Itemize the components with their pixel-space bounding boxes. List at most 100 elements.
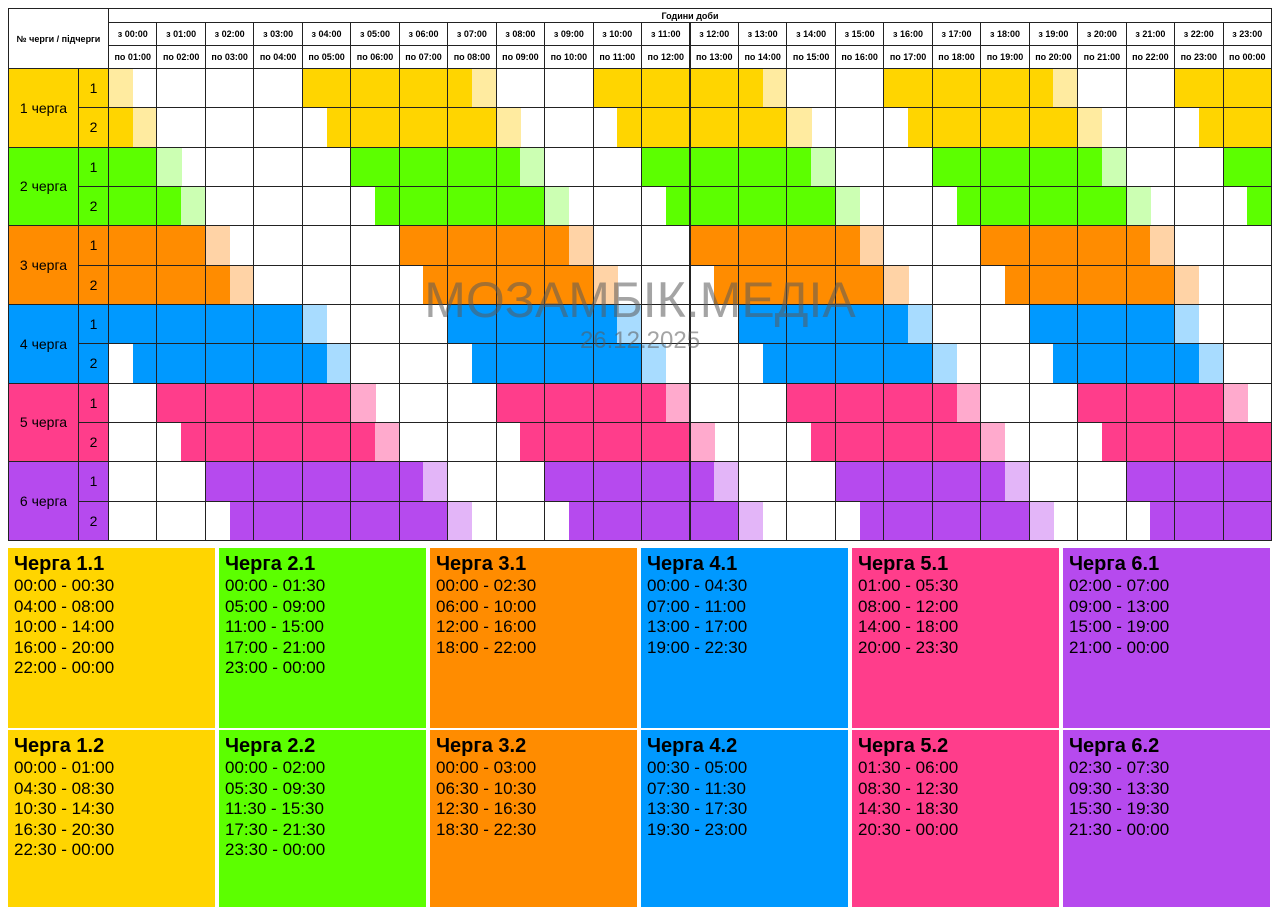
outage-half (1078, 305, 1103, 344)
schedule-cell (495, 382, 546, 423)
schedule-cell (641, 500, 691, 541)
outage-half (714, 187, 738, 226)
outage-half (109, 187, 134, 226)
outage-half (375, 108, 399, 147)
outage-half (690, 226, 715, 265)
outage-half (1053, 147, 1078, 186)
outage-half (109, 108, 134, 147)
schedule-cell (1125, 343, 1176, 384)
outage-half (642, 108, 667, 147)
outage-half (109, 265, 134, 304)
schedule-cell (883, 225, 933, 266)
outage-half (1126, 305, 1151, 344)
schedule-cell (1077, 304, 1127, 345)
schedule-cell (980, 500, 1030, 541)
outage-half (762, 344, 787, 383)
possible-half (1175, 305, 1200, 344)
outage-half (617, 383, 642, 422)
outage-half (1078, 226, 1103, 265)
schedule-cell (592, 343, 643, 384)
schedule-cell (253, 500, 303, 541)
hour-to: по 20:00 (1028, 45, 1079, 69)
schedule-cell (156, 343, 206, 384)
schedule-cell (156, 68, 206, 109)
possible-half (109, 69, 134, 108)
outage-half (205, 423, 231, 462)
schedule-cell (495, 343, 546, 384)
hour-to: по 00:00 (1222, 45, 1272, 69)
schedule-cell (204, 68, 255, 109)
hour-to: по 11:00 (592, 45, 643, 69)
outage-half (568, 501, 593, 540)
schedule-cell (1077, 146, 1127, 187)
schedule-cell (1028, 422, 1079, 463)
schedule-cell (1077, 107, 1127, 148)
card-interval: 00:00 - 04:30 (647, 576, 748, 595)
schedule-cell (980, 304, 1030, 345)
schedule-cell (641, 146, 691, 187)
hour-from: з 08:00 (495, 22, 546, 46)
outage-half (448, 226, 473, 265)
schedule-cell (156, 422, 206, 463)
queue-card: Черга 6.2 02:30 - 07:30 09:30 - 13:30 15:30… (1063, 730, 1270, 907)
outage-half (738, 265, 764, 304)
outage-half (762, 226, 787, 265)
schedule-cell (834, 186, 885, 227)
outage-half (1029, 69, 1054, 108)
schedule-cell (834, 68, 885, 109)
card-interval: 05:30 - 09:30 (225, 778, 326, 798)
outage-half (642, 69, 667, 108)
possible-half (956, 383, 981, 422)
schedule-cell (1028, 461, 1079, 502)
outage-half (520, 344, 545, 383)
schedule-cell (1125, 422, 1176, 463)
outage-half (738, 147, 764, 186)
outage-half (229, 501, 254, 540)
schedule-cell (641, 68, 691, 109)
schedule-cell (447, 68, 497, 109)
schedule-cell (1174, 225, 1224, 266)
possible-half (1101, 147, 1126, 186)
outage-half (1175, 462, 1200, 501)
schedule-cell (834, 500, 885, 541)
card-title: Черга 3.2 (436, 735, 527, 757)
outage-half (787, 226, 812, 265)
outage-half (1029, 187, 1054, 226)
outage-half (1247, 423, 1271, 462)
schedule-cell (350, 461, 400, 502)
possible-half (229, 265, 254, 304)
schedule-cell (204, 264, 255, 305)
outage-half (714, 226, 738, 265)
outage-half (908, 108, 932, 147)
hour-from: з 14:00 (786, 22, 836, 46)
possible-half (545, 187, 570, 226)
outage-half (593, 383, 618, 422)
schedule-cell (834, 422, 885, 463)
outage-half (302, 383, 328, 422)
hour-to: по 09:00 (495, 45, 546, 69)
possible-half (157, 147, 182, 186)
card-interval: 13:00 - 17:00 (647, 617, 748, 636)
schedule-cell (495, 304, 546, 345)
hour-from: з 15:00 (834, 22, 885, 46)
queue-card: Черга 3.2 00:00 - 03:00 06:30 - 10:30 12:30… (430, 730, 637, 907)
outage-half (642, 501, 667, 540)
hour-from: з 21:00 (1125, 22, 1176, 46)
outage-half (932, 147, 957, 186)
outage-half (835, 226, 861, 265)
schedule-cell (156, 264, 206, 305)
schedule-cell (253, 382, 303, 423)
outage-half (205, 265, 231, 304)
schedule-cell (1028, 382, 1079, 423)
schedule-cell (931, 146, 982, 187)
schedule-cell (495, 107, 546, 148)
hour-to: по 18:00 (931, 45, 982, 69)
outage-half (617, 69, 642, 108)
outage-half (859, 383, 884, 422)
outage-half (157, 226, 182, 265)
schedule-cell (931, 422, 982, 463)
outage-half (229, 383, 254, 422)
outage-half (690, 187, 715, 226)
outage-half (399, 69, 424, 108)
outage-half (326, 383, 351, 422)
